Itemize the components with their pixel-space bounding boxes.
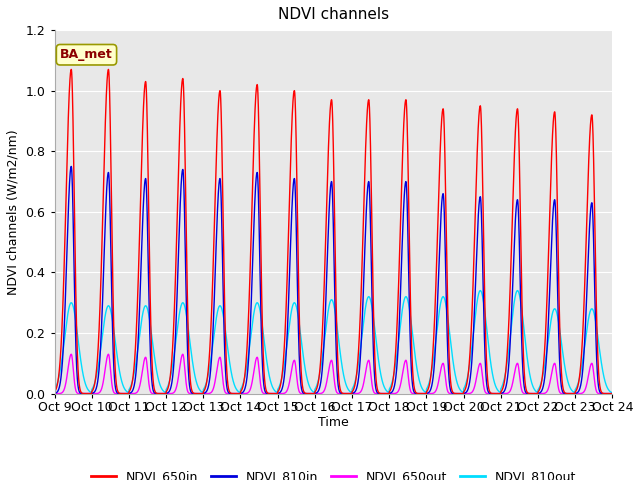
Line: NDVI_650out: NDVI_650out: [54, 354, 612, 394]
NDVI_810out: [51, 387, 58, 393]
Line: NDVI_650in: NDVI_650in: [54, 70, 612, 394]
NDVI_650in: [490, 391, 497, 396]
Text: BA_met: BA_met: [60, 48, 113, 61]
NDVI_650in: [67, 67, 75, 72]
NDVI_650in: [260, 356, 268, 362]
NDVI_810in: [170, 360, 178, 366]
NDVI_810in: [609, 391, 616, 396]
NDVI_650in: [609, 391, 616, 396]
NDVI_810out: [164, 383, 172, 389]
NDVI_650out: [411, 391, 419, 396]
NDVI_810in: [260, 378, 268, 384]
NDVI_650in: [51, 389, 58, 395]
NDVI_810out: [410, 347, 418, 353]
NDVI_650out: [609, 391, 616, 396]
NDVI_810out: [572, 390, 579, 396]
NDVI_810out: [609, 390, 616, 396]
NDVI_650out: [164, 391, 172, 396]
NDVI_810in: [607, 391, 614, 396]
Line: NDVI_810out: NDVI_810out: [54, 290, 612, 393]
NDVI_650in: [164, 385, 172, 391]
NDVI_650out: [460, 391, 467, 396]
Line: NDVI_810in: NDVI_810in: [54, 167, 612, 394]
Legend: NDVI_650in, NDVI_810in, NDVI_650out, NDVI_810out: NDVI_650in, NDVI_810in, NDVI_650out, NDV…: [86, 465, 581, 480]
NDVI_650out: [607, 391, 614, 396]
NDVI_810out: [490, 377, 497, 383]
NDVI_810in: [490, 391, 497, 396]
NDVI_810out: [477, 288, 484, 293]
NDVI_650out: [260, 390, 268, 396]
NDVI_810in: [51, 391, 58, 396]
X-axis label: Time: Time: [318, 416, 349, 429]
Title: NDVI channels: NDVI channels: [278, 7, 389, 22]
NDVI_650out: [170, 390, 178, 396]
NDVI_810in: [164, 390, 172, 396]
NDVI_650in: [170, 318, 178, 324]
NDVI_650in: [411, 386, 419, 392]
Y-axis label: NDVI channels (W/m2/nm): NDVI channels (W/m2/nm): [7, 129, 20, 295]
NDVI_650out: [67, 351, 75, 357]
NDVI_810out: [607, 389, 614, 395]
NDVI_650out: [490, 391, 497, 396]
NDVI_810out: [259, 331, 267, 337]
NDVI_650out: [51, 391, 58, 396]
NDVI_650in: [607, 391, 614, 396]
NDVI_810in: [411, 390, 419, 396]
NDVI_810in: [67, 164, 75, 169]
NDVI_810out: [170, 354, 178, 360]
